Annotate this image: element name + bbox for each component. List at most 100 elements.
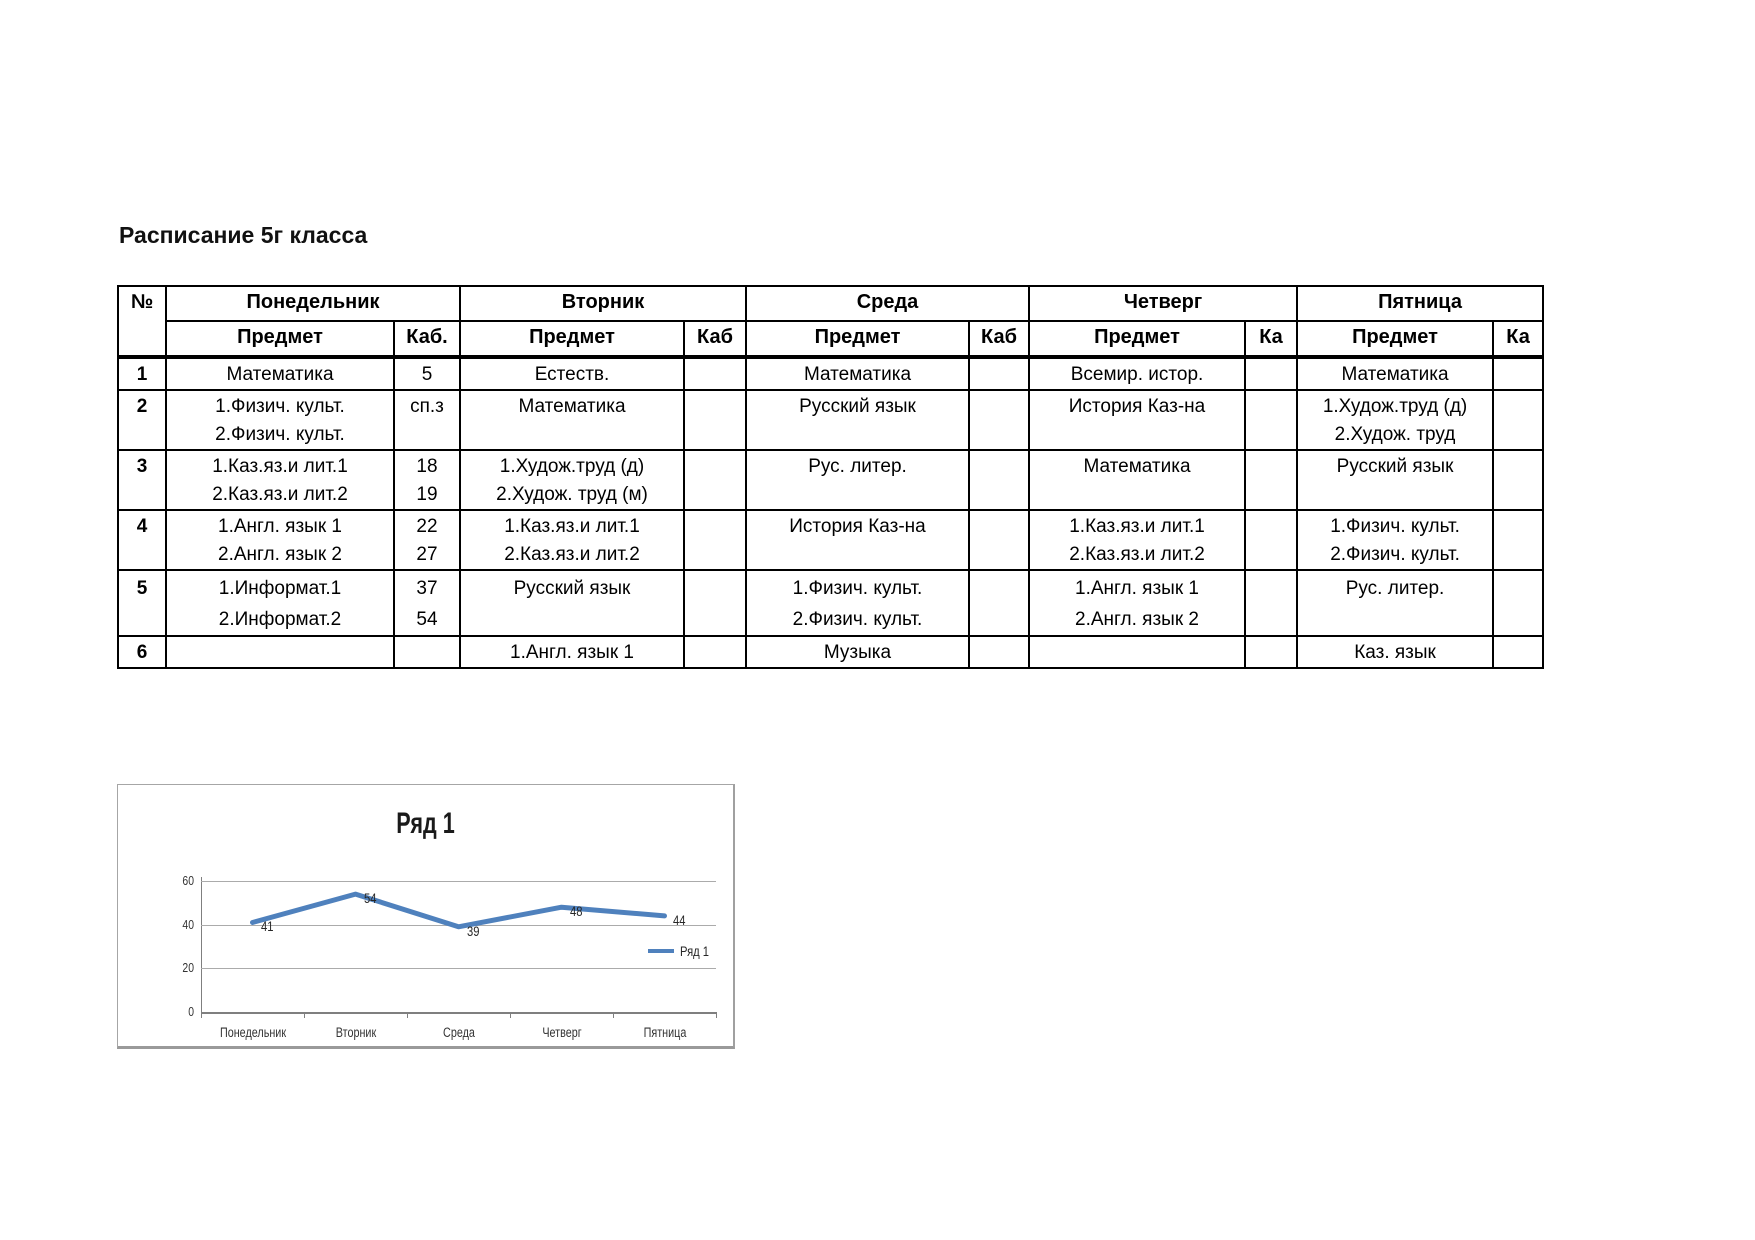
subject-header: Предмет xyxy=(165,320,395,359)
table-row: 5 1.Информат.1 2.Информат.2 37 54 Русский я… xyxy=(117,569,1545,637)
category-label: Четверг xyxy=(541,1025,582,1040)
table-row: 6 1.Англ. язык 1 Музыка Каз. язык xyxy=(117,635,1545,669)
subject-cell: 1.Англ. язык 1 2.Англ. язык 2 xyxy=(165,509,395,571)
row-number: 5 xyxy=(117,569,167,637)
cab-header: Каб. xyxy=(393,320,461,359)
num-header: № xyxy=(117,285,167,359)
x-axis-tick xyxy=(613,1012,614,1018)
cab-cell xyxy=(1244,509,1299,571)
chart-title: Ряд 1 xyxy=(396,807,455,840)
day-header-friday: Пятница xyxy=(1296,285,1545,322)
day-header-tuesday: Вторник xyxy=(459,285,747,322)
subject-cell xyxy=(1028,635,1247,669)
chart: Ряд 1 Ряд 1 0 20 40 60 Понедельник Вторник Сре… xyxy=(117,784,735,1049)
subject-cell: Математика xyxy=(459,389,685,451)
subject-header: Предмет xyxy=(1028,320,1247,359)
day-header-monday: Понедельник xyxy=(165,285,461,322)
cab-cell xyxy=(967,449,1031,511)
data-label: 39 xyxy=(466,922,479,939)
x-axis-tick xyxy=(304,1012,305,1018)
cab-cell: 5 xyxy=(393,356,461,391)
subject-cell: 1.Информат.1 2.Информат.2 xyxy=(165,569,395,637)
subject-cell: Математика xyxy=(745,356,970,391)
category-label: Понедельник xyxy=(219,1025,286,1040)
subject-cell: Русский язык xyxy=(745,389,970,451)
cab-header: Каб xyxy=(683,320,747,359)
y-tick-label: 20 xyxy=(182,960,194,976)
subject-cell xyxy=(165,635,395,669)
legend-swatch xyxy=(648,949,674,953)
cab-cell xyxy=(1244,356,1299,391)
cab-cell xyxy=(393,635,461,669)
subject-cell: Музыка xyxy=(745,635,970,669)
row-number: 4 xyxy=(117,509,167,571)
subject-cell: 1.Каз.яз.и лит.1 2.Каз.яз.и лит.2 xyxy=(1028,509,1247,571)
schedule-body: 1 Математика 5 Естеств. Математика Всемир. ис… xyxy=(117,356,1545,669)
cab-cell: сп.з xyxy=(393,389,461,451)
cab-cell xyxy=(967,509,1031,571)
y-axis-line xyxy=(201,877,202,1018)
y-tick-label: 60 xyxy=(182,873,194,888)
subject-cell: Каз. язык xyxy=(1296,635,1495,669)
cab-cell xyxy=(683,635,747,669)
subject-cell: История Каз-на xyxy=(1028,389,1247,451)
subject-cell: 1.Каз.яз.и лит.1 2.Каз.яз.и лит.2 xyxy=(459,509,685,571)
cab-cell xyxy=(1492,356,1545,391)
cab-cell xyxy=(967,356,1031,391)
legend-label: Ряд 1 xyxy=(680,943,710,959)
day-header-thursday: Четверг xyxy=(1028,285,1299,322)
data-label: 54 xyxy=(363,890,376,907)
subject-cell: 1.Физич. культ. 2.Физич. культ. xyxy=(745,569,970,637)
cab-cell xyxy=(683,569,747,637)
chart-legend: Ряд 1 xyxy=(648,942,716,960)
category-label: Среда xyxy=(442,1025,475,1040)
subject-cell: Математика xyxy=(165,356,395,391)
subject-cell: Всемир. истор. xyxy=(1028,356,1247,391)
x-axis-line xyxy=(201,1012,716,1014)
cab-cell xyxy=(1244,569,1299,637)
gridline xyxy=(201,968,716,970)
row-number: 1 xyxy=(117,356,167,391)
subject-cell: Русский язык xyxy=(459,569,685,637)
page-title: Расписание 5г класса xyxy=(119,222,368,248)
subject-header-row: Предмет Каб. Предмет Каб Предмет Каб Пре… xyxy=(118,320,1545,359)
cab-cell xyxy=(1244,389,1299,451)
subject-cell: 1.Худож.труд (д) 2.Худож. труд xyxy=(1296,389,1495,451)
schedule-table: № Понедельник Вторник Среда Четверг Пятн… xyxy=(117,285,1545,669)
x-axis-tick xyxy=(716,1012,717,1018)
subject-cell: Рус. литер. xyxy=(745,449,970,511)
cab-cell xyxy=(1244,449,1299,511)
category-label: Пятница xyxy=(643,1025,686,1040)
cab-cell xyxy=(1492,389,1545,451)
subject-cell: 1.Худож.труд (д) 2.Худож. труд (м) xyxy=(459,449,685,511)
subject-cell: Естеств. xyxy=(459,356,685,391)
series-line xyxy=(250,891,667,930)
subject-cell: 1.Каз.яз.и лит.1 2.Каз.яз.и лит.2 xyxy=(165,449,395,511)
cab-header: Каб xyxy=(967,320,1031,359)
table-row: 3 1.Каз.яз.и лит.1 2.Каз.яз.и лит.2 18 19 1… xyxy=(117,449,1545,511)
subject-cell: Математика xyxy=(1028,449,1247,511)
subject-cell: Математика xyxy=(1296,356,1495,391)
row-number: 3 xyxy=(117,449,167,511)
row-number: 6 xyxy=(117,635,167,669)
subject-cell: 1.Физич. культ. 2.Физич. культ. xyxy=(1296,509,1495,571)
x-axis-tick xyxy=(201,1012,202,1018)
cab-cell xyxy=(1492,449,1545,511)
subject-cell: 1.Англ. язык 1 2.Англ. язык 2 xyxy=(1028,569,1247,637)
table-row: 4 1.Англ. язык 1 2.Англ. язык 2 22 27 1.Каз… xyxy=(117,509,1545,571)
subject-cell: История Каз-на xyxy=(745,509,970,571)
cab-cell: 22 27 xyxy=(393,509,461,571)
cab-cell: 37 54 xyxy=(393,569,461,637)
subject-cell: Рус. литер. xyxy=(1296,569,1495,637)
data-label: 44 xyxy=(672,911,685,928)
y-tick-label: 0 xyxy=(188,1004,194,1019)
cab-header: Ка xyxy=(1244,320,1299,359)
cab-cell: 18 19 xyxy=(393,449,461,511)
y-tick-label: 40 xyxy=(182,916,194,932)
subject-cell: 1.Англ. язык 1 xyxy=(459,635,685,669)
cab-cell xyxy=(1244,635,1299,669)
day-header-row: № Понедельник Вторник Среда Четверг Пятн… xyxy=(117,285,1545,359)
cab-cell xyxy=(683,389,747,451)
cab-cell xyxy=(1492,569,1545,637)
table-row: 2 1.Физич. культ. 2.Физич. культ. сп.з Мате… xyxy=(117,389,1545,451)
